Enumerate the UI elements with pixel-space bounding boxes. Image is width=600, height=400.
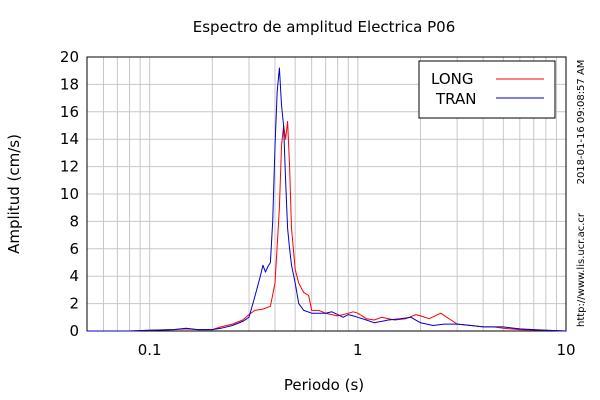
x-tick-label: 10	[556, 341, 575, 359]
legend-box	[418, 60, 556, 119]
series-line-tran	[87, 67, 567, 332]
chart-title: Espectro de amplitud Electrica P06	[193, 18, 456, 36]
y-tick-label: 2	[69, 295, 79, 313]
y-tick-label: 16	[60, 103, 79, 121]
legend-label-long: LONG	[431, 70, 473, 88]
plot-frame	[86, 56, 567, 332]
timestamp-label: 2018-01-16 09:08:57 AM	[576, 60, 587, 185]
grid	[87, 57, 566, 331]
url-label: http://www.lis.ucr.ac.cr	[576, 212, 587, 327]
y-tick-label: 0	[69, 322, 79, 340]
tick-labels: 0 2 4 6 8 10 12 14 16 18 20 0.1 1 10	[60, 48, 576, 359]
y-tick-label: 10	[60, 185, 79, 203]
x-tick-label: 1	[353, 341, 363, 359]
x-axis-title: Periodo (s)	[284, 376, 364, 394]
y-tick-label: 4	[69, 267, 79, 285]
legend: LONG TRAN	[418, 60, 556, 119]
y-tick-label: 20	[60, 48, 79, 66]
series-line-long	[87, 120, 567, 332]
y-tick-label: 8	[69, 212, 79, 230]
y-axis-title: Amplitud (cm/s)	[5, 134, 23, 254]
legend-label-tran: TRAN	[435, 90, 476, 108]
y-tick-label: 6	[69, 240, 79, 258]
y-tick-label: 18	[60, 75, 79, 93]
y-tick-label: 12	[60, 158, 79, 176]
y-tick-label: 14	[60, 130, 79, 148]
x-tick-label: 0.1	[138, 341, 162, 359]
series-layer	[87, 67, 567, 332]
